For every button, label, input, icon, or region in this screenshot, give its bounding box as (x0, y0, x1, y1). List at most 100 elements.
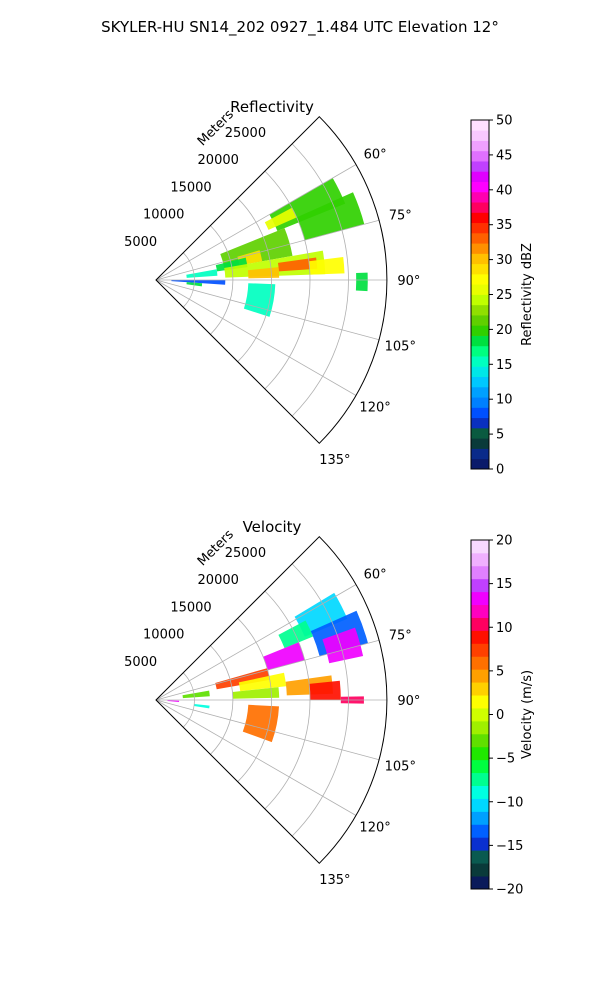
colorbar-swatch (471, 759, 489, 774)
velocity-title: Velocity (243, 518, 302, 536)
colorbar-tick-label: 25 (496, 288, 513, 303)
colorbar-swatch (471, 191, 489, 203)
colorbar-swatch (471, 669, 489, 683)
colorbar-tick-label: 0 (496, 463, 504, 478)
colorbar-swatch (471, 695, 489, 709)
colorbar-swatch (471, 294, 489, 306)
echo-region (322, 627, 364, 664)
colorbar-swatch (471, 772, 489, 786)
echo-region (264, 207, 297, 230)
theta-tick-label: 90° (397, 274, 420, 289)
colorbar-tick-label: 50 (496, 114, 513, 129)
echo-region (243, 283, 276, 317)
echo-region (171, 280, 226, 285)
colorbar-swatch (471, 733, 489, 748)
echo-region (278, 257, 318, 272)
colorbar-swatch (471, 837, 489, 851)
colorbar-swatch (471, 850, 489, 864)
colorbar-tick-label: −10 (496, 795, 523, 810)
radial-tick-label: 20000 (198, 153, 239, 168)
azimuth-gridline (155, 584, 357, 701)
theta-tick-label: 90° (397, 694, 420, 709)
colorbar-swatch (471, 552, 489, 567)
colorbar-swatch (471, 643, 489, 657)
colorbar-tick-label: 0 (496, 708, 504, 723)
colorbar-swatch (471, 448, 489, 460)
colorbar-swatch (471, 591, 489, 606)
colorbar-swatch (471, 863, 489, 877)
echo-region (182, 690, 210, 699)
reflectivity-title: Reflectivity (230, 98, 314, 116)
colorbar-tick-label: 15 (496, 358, 513, 373)
colorbar-tick-label: 10 (496, 621, 513, 636)
colorbar-swatch (471, 366, 489, 378)
echo-region (194, 704, 210, 709)
colorbar-tick-label: 40 (496, 183, 513, 198)
colorbar-swatch (471, 720, 489, 735)
colorbar-swatch (471, 325, 489, 336)
radial-tick-label: 15000 (170, 180, 211, 195)
colorbar-swatch (471, 181, 489, 193)
colorbar-swatch (471, 458, 489, 470)
echo-region (309, 680, 341, 700)
colorbar-tick-label: 30 (496, 253, 513, 268)
figure-title: SKYLER-HU SN14_202 0927_1.484 UTC Elevat… (101, 18, 499, 37)
radial-tick-label: 25000 (225, 126, 266, 141)
colorbar-swatch (471, 578, 489, 593)
theta-tick-label: 135° (319, 453, 350, 468)
azimuth-gridline (155, 279, 380, 341)
colorbar-swatch (471, 811, 489, 825)
theta-tick-label: 135° (319, 873, 350, 888)
colorbar-swatch (471, 630, 489, 644)
colorbar-swatch (471, 253, 489, 265)
colorbar-swatch (471, 284, 489, 295)
azimuth-gridline (155, 699, 357, 816)
colorbar-swatch (471, 140, 489, 152)
colorbar-tick-label: 15 (496, 577, 513, 592)
theta-tick-label: 120° (359, 401, 390, 416)
echo-region (278, 620, 314, 649)
radial-tick-label: 5000 (124, 655, 157, 670)
echo-region (308, 257, 345, 275)
colorbar-label: Reflectivity dBZ (520, 243, 535, 346)
colorbar-swatch (471, 708, 489, 722)
colorbar-swatch (471, 417, 489, 429)
colorbar-swatch (471, 617, 489, 631)
colorbar-swatch (471, 130, 489, 141)
azimuth-gridline (155, 164, 357, 281)
radial-tick-label: 20000 (198, 573, 239, 588)
echo-region (242, 704, 279, 743)
colorbar-swatch (471, 263, 489, 275)
colorbar-tick-label: 5 (496, 428, 504, 443)
colorbar-swatch (471, 876, 489, 890)
echo-region (238, 672, 287, 692)
theta-tick-label: 105° (385, 340, 416, 355)
colorbar-label: Velocity (m/s) (520, 670, 535, 759)
colorbar-swatch (471, 304, 489, 316)
colorbar-swatch (471, 212, 489, 224)
theta-tick-label: 60° (364, 568, 387, 583)
colorbar-swatch (471, 161, 489, 172)
sector-outline (155, 535, 388, 865)
colorbar-tick-label: 20 (496, 534, 513, 549)
theta-tick-label: 60° (364, 148, 387, 163)
colorbar-swatch (471, 273, 489, 285)
radial-tick-label: 5000 (124, 235, 157, 250)
colorbar-swatch (471, 824, 489, 838)
colorbar-swatch (471, 376, 489, 388)
colorbar-swatch (471, 604, 489, 618)
colorbar-tick-label: 45 (496, 148, 513, 163)
azimuth-gridline (155, 699, 380, 761)
theta-tick-label: 105° (385, 760, 416, 775)
echo-region (167, 700, 180, 702)
colorbar-swatch (471, 222, 489, 234)
colorbar-swatch (471, 798, 489, 812)
echo-region (232, 687, 280, 699)
theta-tick-label: 120° (359, 821, 390, 836)
colorbar-swatch (471, 243, 489, 254)
colorbar-swatch (471, 656, 489, 670)
colorbar-swatch (471, 120, 489, 131)
colorbar-swatch (471, 150, 489, 162)
colorbar-tick-label: −5 (496, 752, 515, 767)
